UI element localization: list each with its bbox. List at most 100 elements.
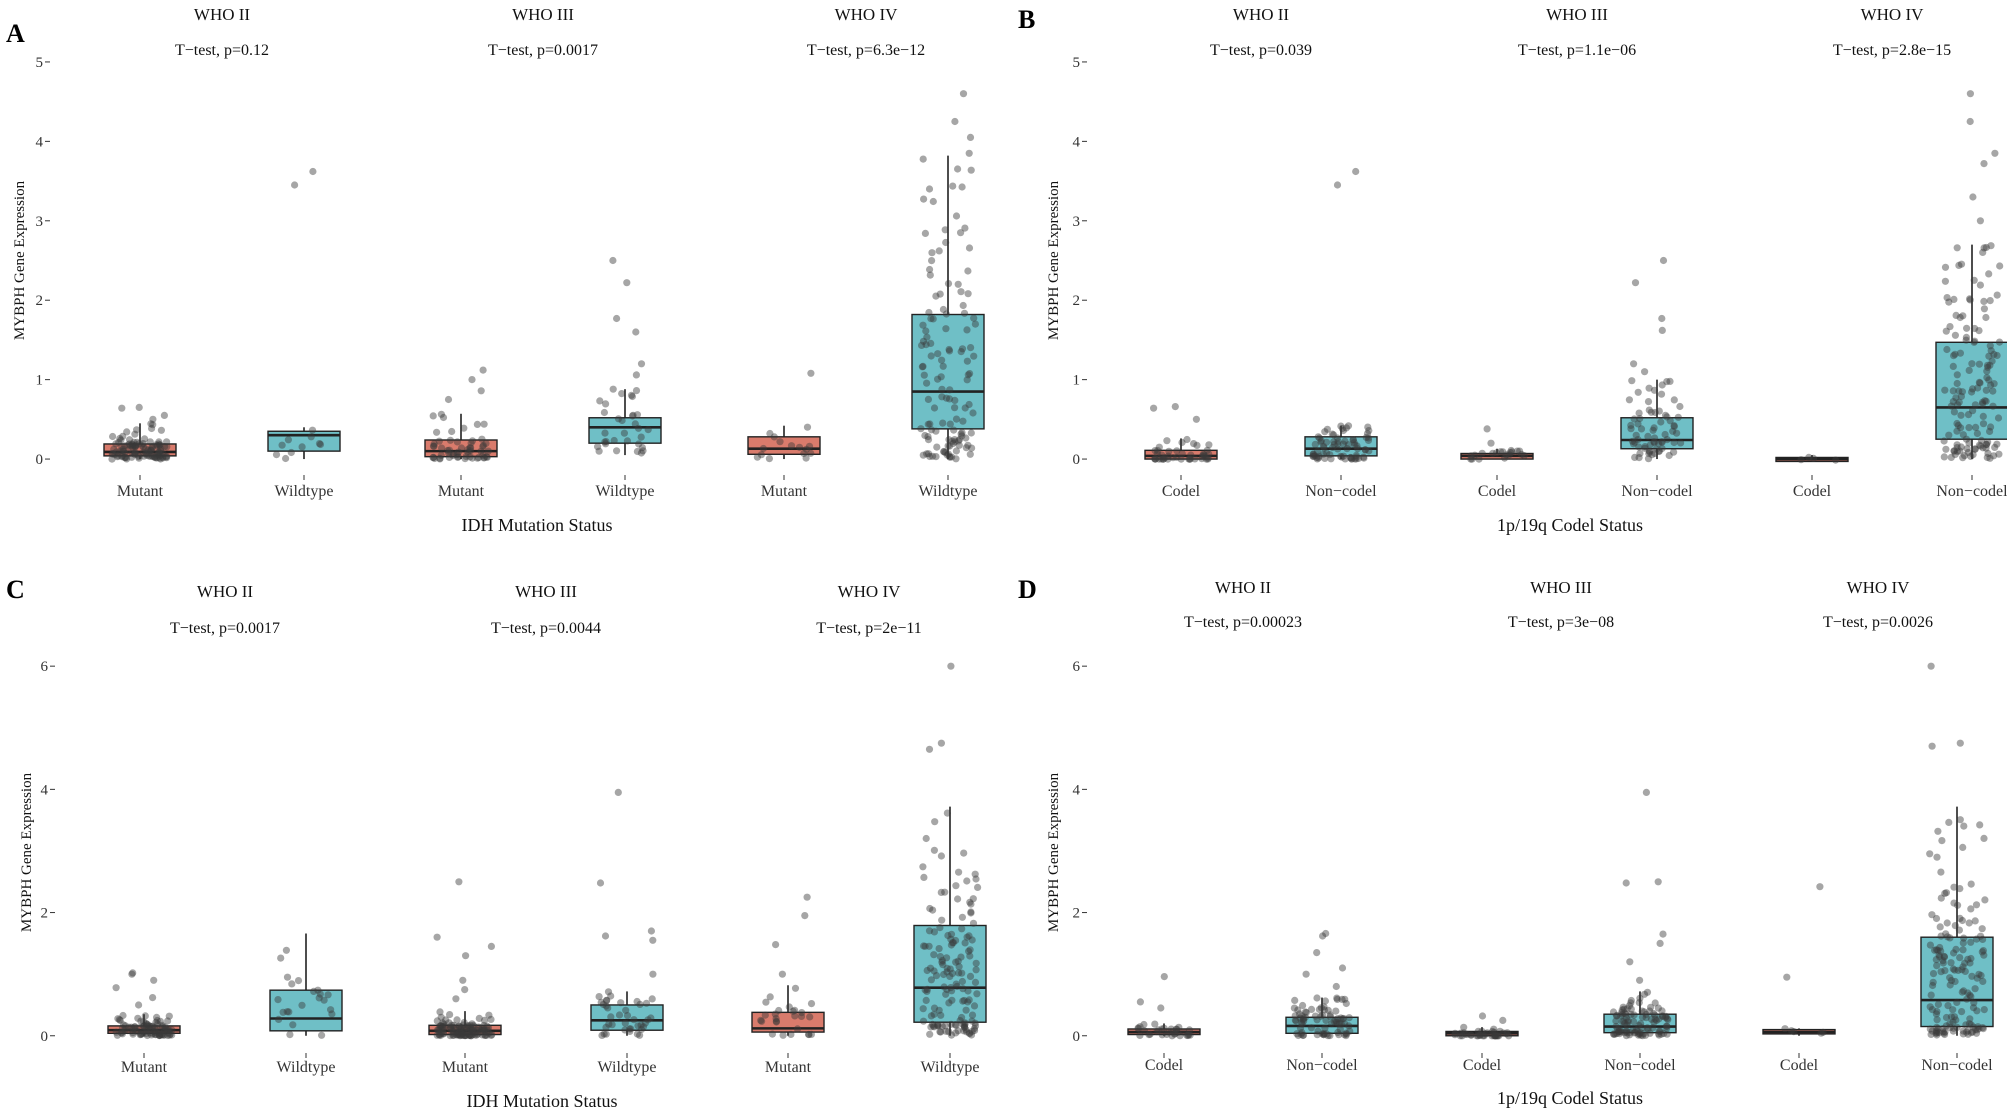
data-point	[461, 986, 469, 994]
data-point	[1942, 445, 1950, 453]
data-point	[1294, 1031, 1302, 1040]
data-point	[1953, 244, 1961, 252]
data-point	[1939, 1025, 1947, 1033]
data-point	[1625, 1002, 1634, 1010]
data-point	[112, 984, 120, 992]
data-point	[1158, 1025, 1166, 1033]
data-point	[1670, 438, 1678, 447]
data-point	[1337, 1014, 1345, 1022]
data-point	[1951, 450, 1959, 459]
data-point	[952, 1021, 960, 1030]
data-point	[439, 1019, 447, 1027]
data-point	[1146, 1030, 1154, 1038]
data-point	[137, 1017, 145, 1025]
data-point	[487, 1015, 495, 1024]
data-point	[1311, 1012, 1319, 1020]
data-point	[465, 1031, 473, 1040]
data-point	[1977, 971, 1985, 980]
data-point	[1966, 90, 1974, 98]
data-point	[160, 411, 168, 419]
data-point	[613, 447, 621, 455]
data-point	[1956, 885, 1964, 893]
data-point	[1319, 450, 1327, 458]
data-point	[1957, 424, 1965, 432]
data-point	[963, 877, 971, 885]
data-point	[1496, 448, 1505, 456]
data-point	[1945, 298, 1953, 306]
data-point	[633, 447, 642, 456]
x-axis-title: IDH Mutation Status	[462, 515, 613, 535]
data-point	[795, 443, 804, 451]
data-point	[946, 453, 954, 461]
data-point	[454, 453, 462, 461]
data-point	[1946, 981, 1954, 989]
data-point	[1636, 415, 1644, 423]
data-point	[1934, 946, 1942, 954]
data-point	[1476, 1031, 1484, 1039]
data-point	[1499, 1016, 1507, 1024]
data-point	[460, 1025, 468, 1033]
data-point	[159, 1023, 167, 1031]
box-non-codel: Non−codel	[1304, 167, 1378, 500]
data-point	[1349, 436, 1357, 444]
data-point	[1164, 455, 1172, 463]
data-point	[1341, 437, 1349, 445]
data-point	[473, 420, 481, 428]
data-point	[1153, 449, 1161, 458]
data-point	[1931, 946, 1939, 954]
data-point	[1204, 454, 1212, 462]
data-point	[1952, 311, 1960, 319]
data-point	[1979, 977, 1987, 986]
data-point	[1666, 377, 1674, 385]
data-point	[772, 1018, 781, 1026]
data-point	[1635, 443, 1643, 451]
data-point	[1819, 1028, 1827, 1036]
data-point	[1319, 932, 1327, 940]
x-tick-label: Mutant	[438, 483, 485, 500]
data-point	[1809, 454, 1818, 462]
data-point	[1987, 381, 1995, 389]
data-point	[1958, 988, 1966, 996]
data-point	[1945, 431, 1953, 439]
data-point	[1467, 1031, 1475, 1039]
data-point	[1957, 260, 1966, 268]
data-point	[1941, 386, 1949, 394]
data-point	[1300, 1017, 1308, 1025]
data-point	[942, 394, 951, 402]
data-point	[595, 447, 603, 455]
data-point	[457, 1024, 465, 1032]
data-point	[934, 375, 942, 383]
data-point	[467, 439, 475, 447]
data-point	[129, 442, 137, 450]
data-point	[1971, 401, 1979, 409]
data-point	[147, 446, 156, 454]
data-point	[1937, 868, 1945, 876]
data-point	[1982, 243, 1990, 252]
data-point	[1334, 1020, 1342, 1028]
data-point	[1967, 1029, 1975, 1037]
data-point	[960, 849, 968, 857]
data-point	[156, 1031, 164, 1039]
data-point	[117, 436, 125, 444]
data-point	[1642, 788, 1650, 797]
data-point	[632, 371, 641, 379]
data-point	[439, 1026, 447, 1034]
data-point	[937, 852, 946, 860]
data-point	[952, 980, 960, 988]
data-point	[1958, 1008, 1966, 1016]
data-point	[114, 1015, 122, 1023]
data-point	[475, 454, 483, 462]
data-point	[602, 1002, 610, 1010]
data-point	[952, 958, 960, 966]
data-point	[974, 883, 982, 892]
data-point	[1949, 1027, 1957, 1035]
data-point	[1476, 1031, 1484, 1039]
data-point	[938, 1022, 946, 1030]
data-point	[1951, 331, 1959, 339]
y-tick-label: 4	[1073, 782, 1081, 798]
data-point	[146, 438, 154, 446]
data-point	[1622, 1010, 1630, 1019]
data-point	[462, 1031, 470, 1040]
